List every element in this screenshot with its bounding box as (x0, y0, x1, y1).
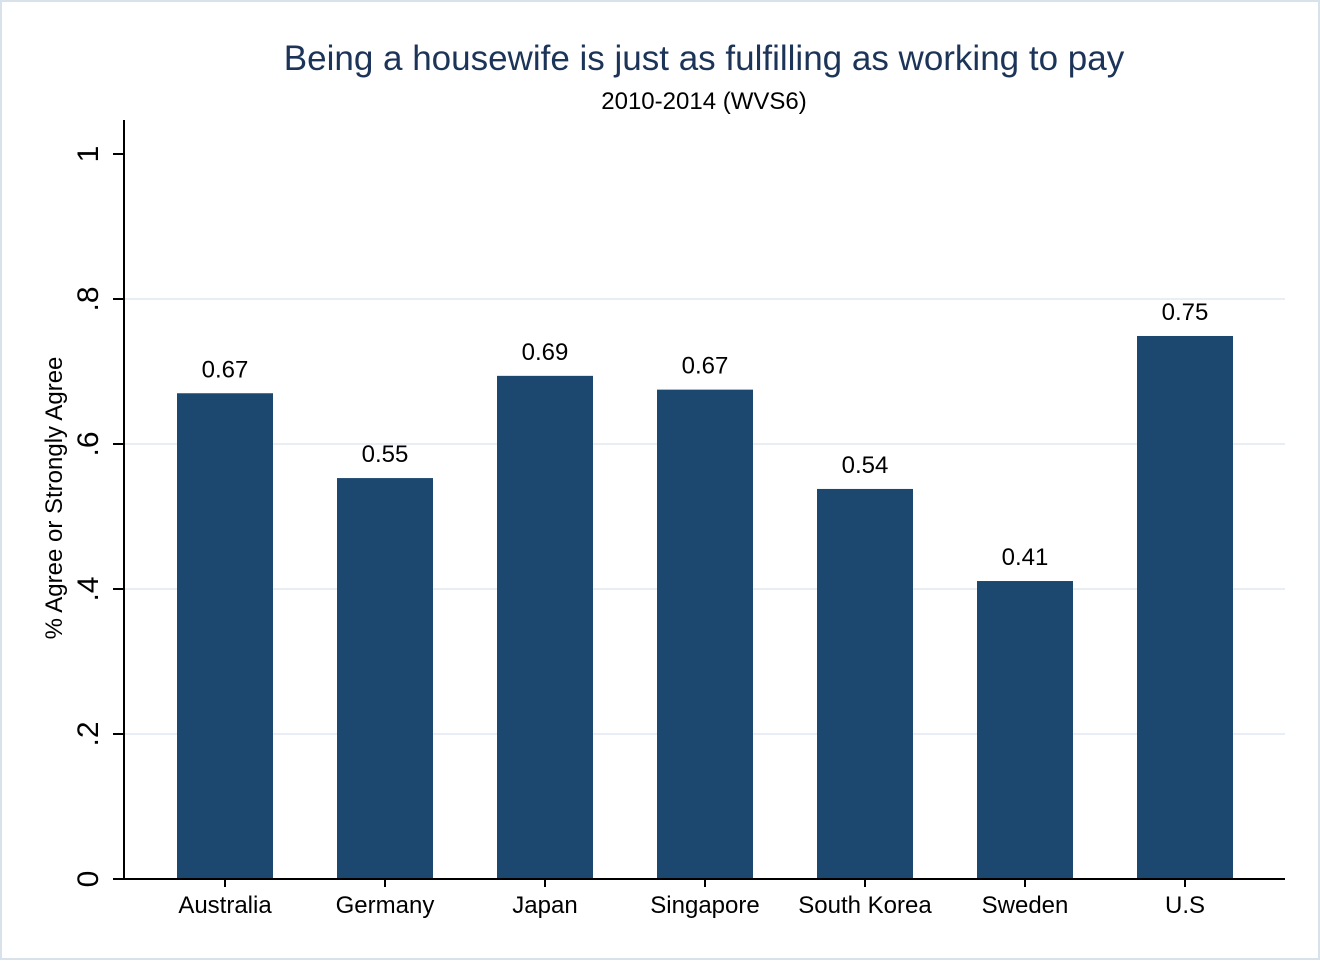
y-tick-label: .4 (72, 576, 105, 601)
y-tick-label: .8 (72, 286, 105, 311)
y-tick-label: 1 (72, 146, 105, 163)
bar-value-label: 0.75 (1162, 299, 1209, 326)
x-tick-label: Germany (336, 892, 435, 919)
chart-title: Being a housewife is just as fulfilling … (284, 39, 1125, 78)
x-tick-label: Singapore (650, 892, 759, 919)
bar-value-label: 0.41 (1002, 544, 1049, 571)
bar-singapore (657, 389, 753, 879)
bar-south-korea (817, 488, 913, 879)
bar-value-label: 0.67 (682, 353, 729, 380)
bar-value-label: 0.69 (522, 339, 569, 366)
bar-sweden (977, 581, 1073, 879)
y-tick-label: .6 (72, 431, 105, 456)
axes (113, 120, 1285, 887)
bar-australia (177, 393, 273, 879)
y-tick-label: .2 (72, 721, 105, 746)
bar-germany (337, 478, 433, 879)
bar-japan (497, 375, 593, 879)
bar-value-label: 0.55 (362, 441, 409, 468)
bar-value-label: 0.54 (842, 452, 889, 479)
x-tick-label: Sweden (982, 892, 1069, 919)
x-tick-label: Japan (512, 892, 577, 919)
x-tick-label: South Korea (798, 892, 932, 919)
bars (177, 335, 1233, 880)
y-tick-label: 0 (72, 871, 105, 888)
labels: 0.67 Australia 0.55 Germany 0.69 Japan 0.67 Sin… (72, 146, 1208, 919)
x-tick-label: U.S (1165, 892, 1205, 919)
chart-subtitle: 2010-2014 (WVS6) (601, 88, 806, 115)
x-tick-label: Australia (178, 892, 272, 919)
y-axis-label: % Agree or Strongly Agree (41, 357, 68, 640)
bar-u-s (1137, 335, 1233, 880)
bar-value-label: 0.67 (202, 356, 249, 383)
